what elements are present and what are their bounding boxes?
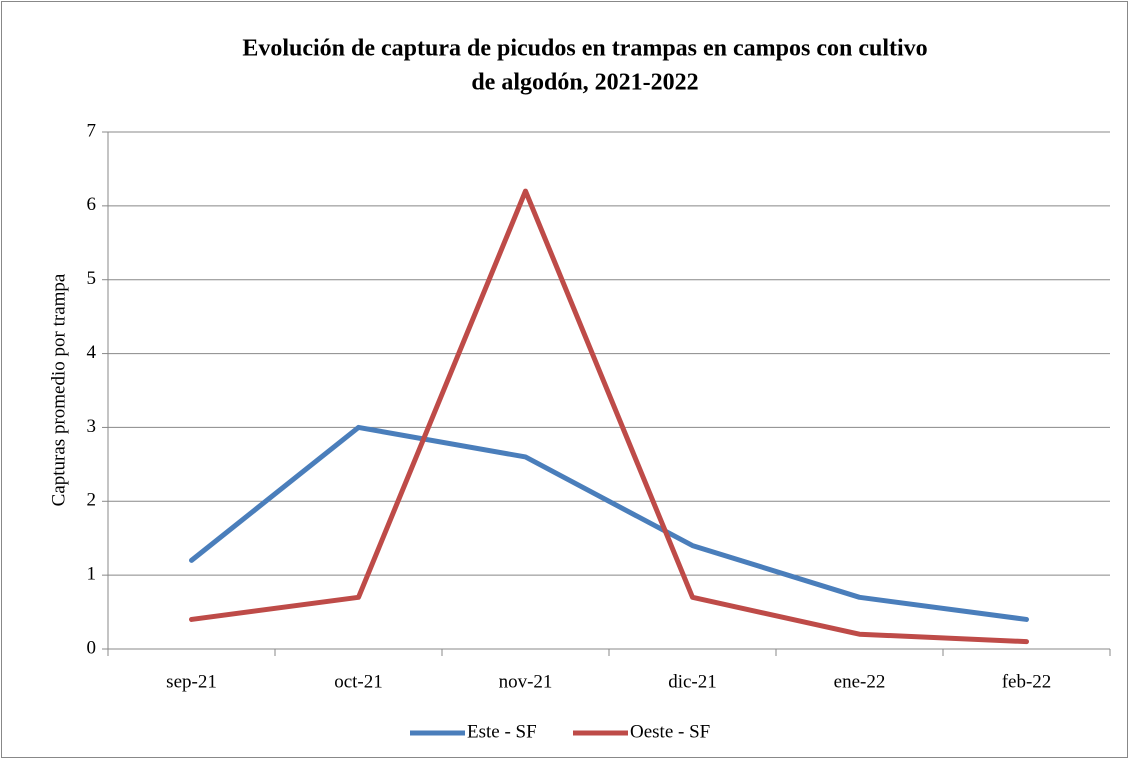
x-tick-label: feb-22 (1002, 671, 1052, 692)
data-line (189, 424, 1029, 622)
legend-label: Oeste - SF (630, 721, 710, 742)
x-tick-label: ene-22 (834, 671, 886, 692)
y-tick-label: 2 (87, 490, 97, 511)
y-tick-label: 7 (87, 120, 97, 141)
x-tick-label: oct-21 (334, 671, 383, 692)
y-tick-label: 0 (87, 637, 97, 658)
x-tick-label: dic-21 (668, 671, 717, 692)
y-tick-label: 4 (87, 342, 97, 363)
x-tick-label: nov-21 (499, 671, 553, 692)
y-tick-label: 3 (87, 416, 97, 437)
chart-title: Evolución de captura de picudos en tramp… (242, 36, 927, 62)
y-tick-label: 1 (87, 564, 97, 585)
y-axis-label: Capturas promedio por trampa (48, 273, 69, 506)
y-tick-label: 5 (87, 268, 97, 289)
y-tick-label: 6 (87, 194, 97, 215)
legend-label: Este - SF (467, 721, 537, 742)
x-tick-label: sep-21 (166, 671, 217, 692)
chart-title: de algodón, 2021-2022 (471, 70, 698, 96)
data-line (189, 188, 1029, 645)
